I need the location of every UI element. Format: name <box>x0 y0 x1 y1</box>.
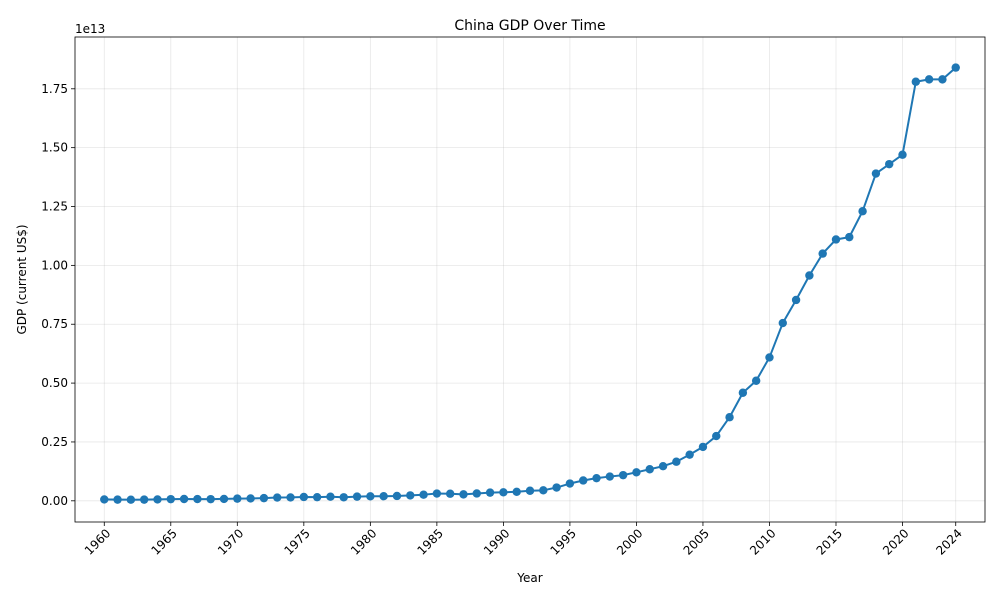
data-point <box>419 490 428 499</box>
data-point <box>459 490 468 499</box>
data-point <box>432 489 442 498</box>
data-point <box>951 63 960 72</box>
y-axis-title: GDP (current US$) <box>15 224 29 334</box>
data-point <box>286 493 295 502</box>
data-point <box>871 169 881 178</box>
data-point <box>539 486 548 495</box>
data-point <box>791 295 801 305</box>
data-point <box>565 479 575 488</box>
data-point <box>592 473 601 483</box>
x-tick-label: 1960 <box>82 526 113 557</box>
data-point <box>751 376 761 385</box>
x-tick-label: 2020 <box>880 526 911 557</box>
series-line <box>104 66 957 501</box>
data-point <box>193 494 202 504</box>
x-tick-label: 1985 <box>414 526 445 557</box>
data-point <box>219 494 229 504</box>
data-point <box>645 465 654 474</box>
grid <box>75 37 985 522</box>
data-point <box>618 470 628 480</box>
data-point <box>725 413 734 422</box>
data-point <box>246 494 255 503</box>
data-point <box>672 457 681 466</box>
data-point <box>499 488 508 497</box>
data-point <box>632 468 641 477</box>
data-point <box>552 483 561 492</box>
data-point <box>126 495 136 504</box>
data-point <box>885 159 894 169</box>
data-point <box>805 271 814 280</box>
data-point <box>924 75 934 84</box>
plot-frame <box>74 36 986 523</box>
x-tick-label: 1995 <box>548 526 579 557</box>
y-tick-label: 1.00 <box>41 258 68 272</box>
data-point <box>299 492 309 502</box>
y-tick-label: 0.75 <box>41 317 68 331</box>
series-layer <box>100 63 960 504</box>
data-point <box>166 494 175 504</box>
data-point <box>512 487 521 496</box>
x-tick-label: 2005 <box>681 526 712 557</box>
data-point <box>898 150 907 159</box>
x-tick-label: 1965 <box>148 526 179 557</box>
data-point <box>406 491 415 500</box>
y-tick-label: 1.75 <box>41 82 68 96</box>
data-point <box>818 249 827 258</box>
x-tick-label: 1970 <box>215 526 246 557</box>
data-point <box>153 495 162 504</box>
x-axis-title: Year <box>516 571 542 585</box>
x-tick-label: 1990 <box>481 526 512 557</box>
y-tick-label: 0.00 <box>41 494 68 508</box>
data-point <box>579 476 588 485</box>
data-point <box>765 353 774 362</box>
data-point <box>339 493 348 502</box>
data-point <box>366 492 375 501</box>
data-point <box>445 489 455 498</box>
data-point <box>273 493 282 502</box>
data-point <box>139 495 149 504</box>
x-axis-ticks: 1960 1965 1970 1975 1980 1985 1990 1995 2000 2005… <box>82 522 965 558</box>
y-offset-text: 1e13 <box>75 22 105 36</box>
y-axis-ticks: 0.00 0.25 0.50 0.75 1.00 1.25 1.50 1.75 <box>41 82 75 508</box>
data-point <box>911 77 921 86</box>
data-point <box>113 495 122 504</box>
data-point <box>326 492 335 501</box>
data-point <box>352 492 362 501</box>
data-point <box>312 492 322 502</box>
y-tick-label: 0.25 <box>41 435 68 449</box>
data-point <box>658 462 668 471</box>
chart-title: China GDP Over Time <box>454 18 605 34</box>
x-tick-label: 1975 <box>281 526 312 557</box>
data-point <box>392 491 402 501</box>
x-tick-label: 2010 <box>747 526 778 557</box>
data-point <box>831 235 841 244</box>
data-point <box>472 489 481 498</box>
x-tick-label: 1980 <box>348 526 379 557</box>
y-tick-label: 1.50 <box>41 141 68 155</box>
x-tick-label: 2000 <box>614 526 645 557</box>
data-point <box>100 495 109 504</box>
y-tick-label: 0.50 <box>41 376 68 390</box>
data-point <box>179 494 189 504</box>
data-point <box>778 318 787 328</box>
data-point <box>685 450 694 459</box>
data-point <box>605 472 615 481</box>
data-point <box>938 75 947 84</box>
data-point <box>712 431 721 441</box>
data-point <box>845 232 854 242</box>
data-point <box>233 494 242 503</box>
x-tick-label: 2015 <box>814 526 845 557</box>
data-point <box>698 442 708 452</box>
data-point <box>858 207 867 216</box>
data-point <box>259 493 269 503</box>
data-point <box>485 488 495 497</box>
data-point <box>206 494 215 504</box>
data-point <box>525 486 535 495</box>
y-tick-label: 1.25 <box>41 200 68 214</box>
data-point <box>379 492 388 501</box>
data-point <box>738 388 748 397</box>
x-tick-label: 2024 <box>933 526 964 557</box>
